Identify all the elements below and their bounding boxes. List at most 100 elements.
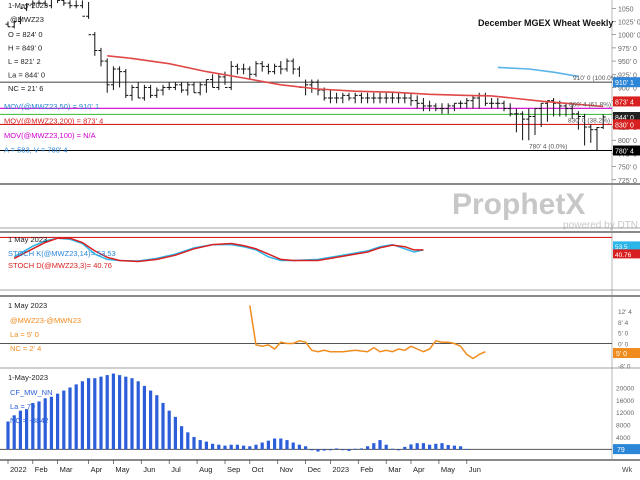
cot-bar — [279, 438, 283, 450]
price-panel[interactable]: 1050 1025' 0 1000' 0 975' 0 950' 0 925' 0 900'… — [0, 0, 640, 185]
cot-bar — [186, 432, 190, 450]
price-tick-label: 950' 0 — [618, 59, 637, 66]
cot-bar — [248, 446, 252, 450]
cot-bar — [322, 449, 326, 451]
ma-200-line — [107, 55, 604, 108]
cot-bar — [403, 446, 407, 450]
cot-bar — [341, 449, 345, 451]
cot-bar — [142, 385, 146, 450]
month-label: Sep — [227, 465, 240, 474]
cot-date-label: 1-May-2023 — [8, 373, 48, 382]
cot-bar — [328, 449, 332, 451]
price-marker-text: 780' 4 — [615, 149, 634, 156]
cot-bar — [192, 436, 196, 450]
cot-bar — [87, 378, 91, 450]
indicator-label: A = 583, V = 780' 4 — [4, 146, 68, 155]
cot-bar — [118, 375, 122, 450]
cot-bar — [62, 390, 66, 450]
cot-bar — [390, 448, 394, 450]
ohlc-readout: H = 849' 0 — [8, 44, 42, 53]
cot-label: NC = -3842 — [10, 416, 49, 425]
spread-tick-label: -8' 0 — [618, 363, 631, 370]
cot-bar — [136, 381, 140, 450]
spread-marker-text: 5' 0 — [616, 351, 627, 358]
cot-bar — [359, 448, 363, 450]
month-label: Apr — [413, 465, 425, 474]
panel-separators — [0, 0, 640, 461]
cot-marker-text: 79 — [617, 447, 625, 454]
cot-bar — [465, 449, 469, 450]
cot-bar — [37, 401, 41, 450]
cot-bar — [459, 446, 463, 450]
fib-label: 910' 0 (100.0%) — [573, 75, 619, 82]
fib-label: 860' 4 (61.8%) — [569, 101, 611, 108]
cot-bar — [223, 445, 227, 450]
cot-bar — [43, 398, 47, 450]
cot-bar — [347, 449, 351, 451]
cot-bar — [18, 410, 22, 450]
price-marker-text: 873' 4 — [615, 99, 634, 106]
cot-bar — [310, 449, 314, 451]
price-tick-label: 925' 0 — [618, 72, 637, 79]
cot-bar — [235, 444, 239, 450]
price-marker-text: 910' 1 — [615, 80, 634, 87]
cot-bar — [291, 442, 295, 450]
cot-bar — [80, 381, 84, 450]
month-label: Jun — [469, 465, 481, 474]
chart-title: December MGEX Wheat Weekly — [478, 18, 613, 28]
cot-tick-label: 8000 — [616, 423, 631, 430]
price-marker-box — [613, 145, 640, 156]
cot-bar — [229, 444, 233, 450]
cot-bar — [31, 402, 35, 450]
stoch-marker-text: 53.5 — [615, 244, 628, 251]
month-label: Oct — [252, 465, 265, 474]
cot-bar — [6, 421, 10, 450]
cot-bar — [304, 446, 308, 450]
cot-bar — [273, 438, 277, 450]
cot-bar — [266, 440, 270, 450]
cot-bar — [173, 416, 177, 450]
price-marker-box — [613, 77, 640, 88]
spread-series-line — [249, 305, 486, 360]
price-date-label: 1-May-2023 — [8, 1, 48, 10]
price-marker-box — [613, 119, 640, 130]
prophetx-watermark: ProphetX powered by DTN — [452, 188, 638, 231]
month-label: May — [115, 465, 129, 474]
cot-bar — [74, 384, 78, 450]
price-symbol-label: @MWZ23 — [10, 15, 44, 24]
indicator-label: MOV(@MWZ23,100) = N/A — [4, 131, 96, 140]
month-label: Mar — [60, 465, 73, 474]
cot-tick-label: 20000 — [616, 385, 634, 392]
price-tick-label: 750' 0 — [618, 165, 637, 172]
cot-bar — [167, 410, 171, 450]
month-label: Feb — [360, 465, 373, 474]
month-label: Mar — [388, 465, 401, 474]
month-label: Nov — [280, 465, 294, 474]
stoch-label: STOCH K(@MWZ23,14)= 53.53 — [8, 249, 116, 258]
cot-bar — [49, 396, 53, 450]
price-tick-label: 800' 0 — [618, 138, 637, 145]
price-marker-box — [613, 96, 640, 107]
price-tick-label: 1025' 0 — [618, 20, 640, 27]
cot-bar — [124, 376, 128, 450]
cot-bar — [93, 378, 97, 450]
price-marker-text: 844' 0 — [615, 115, 634, 122]
indicator-label: MOV(@MWZ23,200) = 873' 4 — [4, 117, 103, 126]
stochastic-panel[interactable]: 53.540.76 — [0, 236, 640, 263]
cot-bar — [12, 415, 16, 450]
cot-bar — [428, 444, 432, 450]
month-label: 2022 — [10, 465, 27, 474]
month-label: Dec — [308, 465, 322, 474]
cot-bar — [446, 445, 450, 450]
month-label: Jun — [143, 465, 155, 474]
cot-label: La = 79 — [10, 402, 35, 411]
ohlc-readout: O = 824' 0 — [8, 30, 43, 39]
cot-bar — [316, 449, 320, 452]
cot-bar — [335, 448, 339, 450]
spread-tick-label: 5' 0 — [618, 331, 629, 338]
spread-label: @MWZ23-@MWN23 — [10, 316, 81, 325]
cot-bar — [421, 443, 425, 450]
spread-panel[interactable]: 12' 48' 45' 00' 0-4' 0-8' 05' 0 — [0, 305, 640, 370]
cot-bar — [180, 426, 184, 450]
